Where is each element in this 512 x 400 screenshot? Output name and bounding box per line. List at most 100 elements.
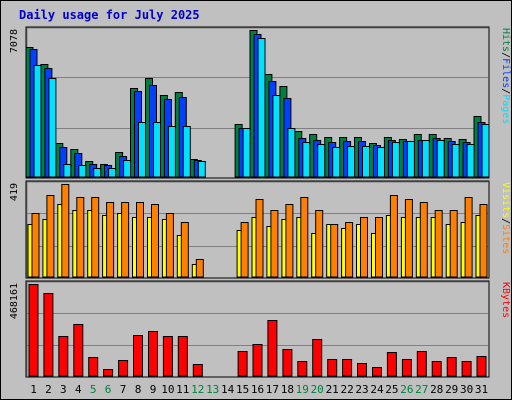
x-tick-label: 13 [206,383,219,396]
panel-legend: Visits/Sites [500,182,511,254]
bar-pages-day-12 [197,161,206,178]
bar-kbytes-day-30 [461,361,472,377]
x-tick-label: 20 [311,383,324,396]
legend-entry: Files [500,58,511,88]
bar-pages-day-22 [347,146,356,178]
bar-kbytes-day-29 [446,357,457,377]
bar-sites-day-18 [285,204,294,278]
y-max-label: 468161 [9,283,20,319]
x-tick-label: 26 [400,383,413,396]
x-tick-label: 30 [460,383,473,396]
x-tick-label: 24 [370,383,384,396]
legend-entry: Visits [500,182,511,218]
bar-sites-day-17 [270,210,279,278]
bar-pages-day-3 [63,164,72,178]
x-tick-label: 25 [385,383,398,396]
bar-kbytes-day-9 [148,331,158,377]
chart-title: Daily usage for July 2025 [19,8,200,22]
bar-sites-day-20 [315,210,324,278]
x-tick-label: 23 [355,383,368,396]
bar-sites-day-7 [121,202,130,278]
bar-pages-day-2 [48,78,57,178]
x-tick-label: 8 [135,383,142,396]
x-tick-label: 15 [236,383,249,396]
bar-sites-day-21 [330,224,339,278]
bar-kbytes-day-1 [28,284,39,377]
x-tick-label: 5 [90,383,97,396]
bar-kbytes-day-7 [118,360,129,377]
series-sites [31,184,488,278]
series-pages [33,38,490,178]
x-tick-label: 6 [105,383,112,396]
bar-kbytes-day-10 [162,336,173,377]
bar-sites-day-25 [389,195,398,278]
bar-sites-day-22 [345,222,354,278]
bar-pages-day-11 [182,126,191,178]
bar-pages-day-21 [332,147,341,178]
bar-pages-day-25 [391,142,400,178]
bar-kbytes-day-24 [372,367,382,377]
x-tick-label: 18 [281,383,294,396]
bar-sites-day-24 [375,217,383,278]
bar-kbytes-day-5 [88,357,99,377]
x-tick-label: 29 [445,383,458,396]
bar-sites-day-2 [46,195,55,278]
bar-sites-day-11 [180,222,189,278]
panel-hits-files-pages: 7078 Hits/Files/Pages [9,26,511,179]
panel-kbytes: 468161 KBytes [9,280,511,378]
bar-kbytes-day-28 [431,361,442,377]
x-tick-label: 4 [75,383,82,396]
bar-pages-day-30 [466,144,475,178]
panel-legend: KBytes [500,282,511,318]
series-kbytes [28,284,487,377]
bar-kbytes-day-15 [237,351,248,377]
bar-sites-day-5 [91,197,100,278]
bar-sites-day-19 [300,197,309,278]
bar-pages-day-31 [481,124,490,178]
legend-entry: KBytes [500,282,511,318]
legend-entry: / [500,52,511,58]
legend-entry: / [500,218,511,224]
x-tick-label: 9 [150,383,157,396]
bar-pages-day-19 [302,142,311,178]
bar-sites-day-3 [61,184,70,278]
bar-kbytes-day-23 [357,363,367,377]
bar-sites-day-29 [449,210,458,278]
bar-sites-day-9 [151,204,159,278]
bar-kbytes-day-20 [312,339,323,377]
x-tick-label: 3 [60,383,67,396]
x-tick-label: 12 [191,383,204,396]
bar-sites-day-12 [195,259,204,278]
bar-sites-day-28 [434,210,443,278]
y-max-label: 7078 [9,29,20,53]
bar-sites-day-15 [240,222,249,278]
bar-kbytes-day-22 [342,359,353,377]
panel-visits-sites: 419 Visits/Sites [9,180,511,279]
x-tick-label: 7 [120,383,127,396]
panel-legend: Hits/Files/Pages [500,28,511,124]
bar-kbytes-day-6 [103,369,114,377]
bar-pages-day-26 [406,141,415,178]
y-max-label: 419 [9,183,20,201]
bar-kbytes-day-3 [58,336,69,377]
bar-kbytes-day-17 [267,320,278,377]
bar-sites-day-4 [76,197,85,278]
x-tick-label: 31 [475,383,488,396]
legend-entry: Hits [500,28,511,52]
bar-pages-day-5 [93,168,102,178]
x-tick-label: 19 [296,383,309,396]
bar-pages-day-16 [257,38,266,178]
x-tick-label: 28 [430,383,443,396]
bar-pages-day-4 [78,165,87,178]
bar-kbytes-day-4 [73,324,84,377]
legend-entry: / [500,88,511,94]
bar-kbytes-day-27 [416,351,427,377]
x-tick-label: 11 [176,383,189,396]
bar-pages-day-1 [33,65,42,178]
bar-kbytes-day-2 [43,293,54,377]
legend-entry: Pages [500,94,511,124]
bar-pages-day-20 [317,144,326,178]
x-tick-label: 2 [45,383,52,396]
